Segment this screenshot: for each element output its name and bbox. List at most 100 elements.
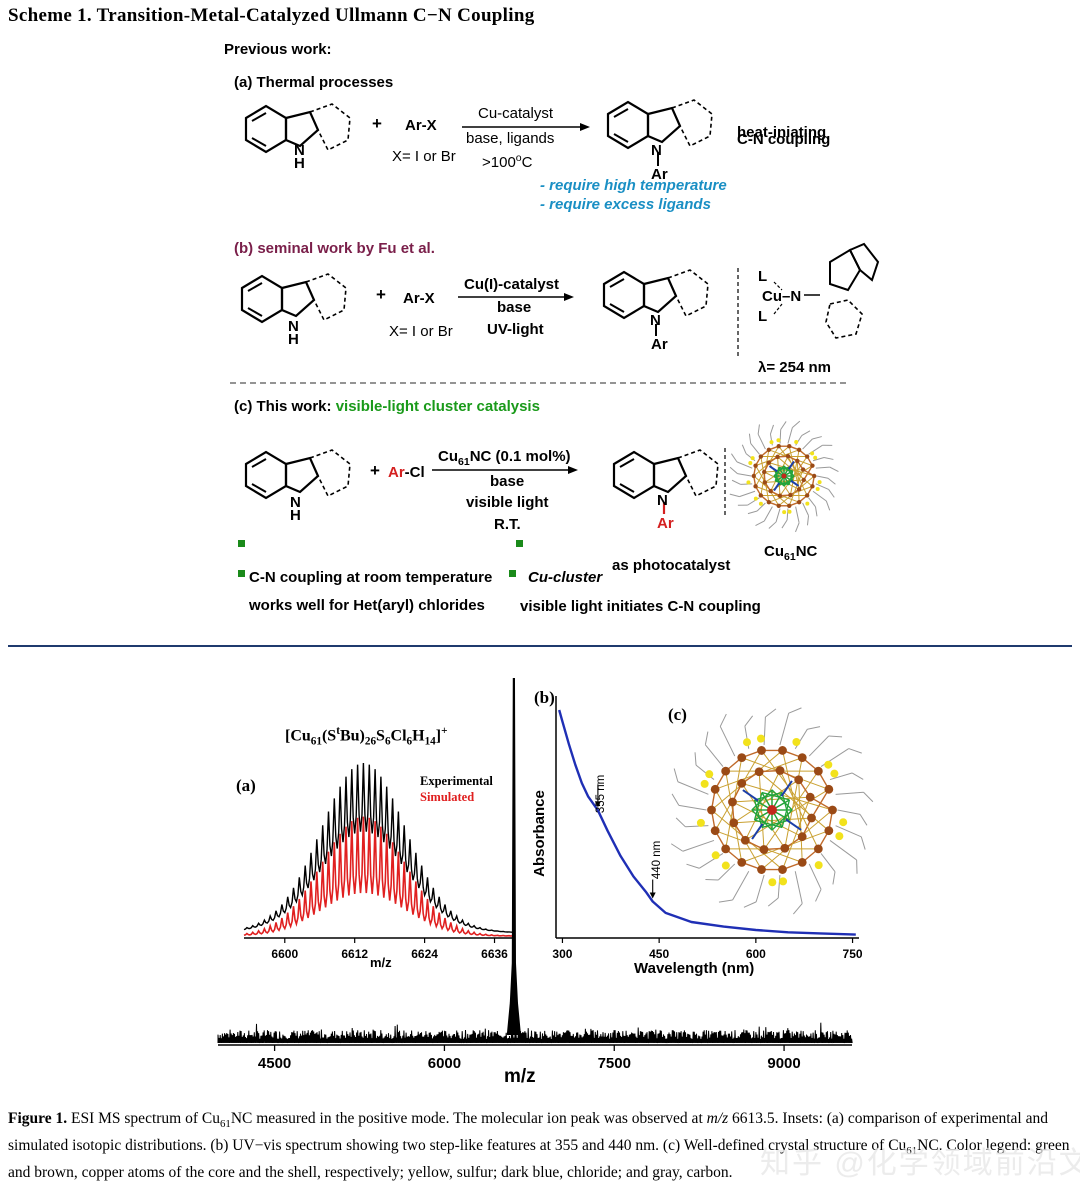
- scheme-cluster-sulfur-atom: [815, 487, 820, 492]
- isotope-inset-group: 6600 6612 6624 6636: [243, 762, 513, 961]
- figure-cluster-carbon-bond: [705, 878, 719, 881]
- section-b-label: (b) seminal work by Fu et al.: [234, 240, 435, 257]
- ligand-cu: Cu–N: [762, 288, 802, 305]
- watermark: 知乎 @化学领域前沿文献: [760, 1147, 1080, 1180]
- carbazole-c-reactant: [244, 449, 351, 500]
- section-divider-dashed: [230, 382, 846, 384]
- scheme-cluster-cu-shell-atom: [758, 493, 764, 498]
- figure-cluster-core-bond: [761, 791, 790, 801]
- figure-cluster-sulfur-atom: [839, 818, 848, 827]
- section-c-label: (c) This work: visible-light cluster cat…: [234, 398, 540, 415]
- scheme-cluster-carbon-bond: [769, 424, 774, 435]
- figure-cluster-carbon-bond: [694, 752, 697, 766]
- uv-xlabel: Wavelength (nm): [634, 960, 755, 977]
- caption: Figure 1. ESI MS spectrum of Cu61NC meas…: [8, 1110, 1070, 1182]
- note-right-a-2: C-N coupling: [737, 131, 831, 148]
- scheme-cluster-atoms: [746, 438, 822, 515]
- figure-cluster-cu-shell-atom: [737, 857, 747, 867]
- scheme-cluster-carbon-bond: [729, 493, 740, 498]
- figure-cluster-sulfur-atom: [742, 738, 751, 747]
- scheme-cluster-carbon-bond: [747, 510, 758, 515]
- carbazole-c-product: [612, 449, 719, 514]
- figure-cluster-carbon-bond: [792, 903, 803, 915]
- ar-label-a: Ar: [651, 166, 668, 183]
- scheme-cluster-carbon-bond: [823, 456, 834, 460]
- figure-cluster-carbon-bond: [820, 853, 836, 873]
- figure-cluster-cu-shell-atom: [797, 753, 807, 763]
- scheme-cluster-carbon-bond: [739, 490, 756, 498]
- figure-cluster-carbon-bond: [835, 791, 864, 795]
- figure-cluster-core-bond: [771, 809, 793, 831]
- legend-experimental: Experimental: [420, 774, 493, 788]
- figure-cluster-chloride-bond: [785, 818, 802, 831]
- figure-cluster-carbon-bond: [851, 772, 864, 780]
- divider-b-vertical: [737, 268, 739, 356]
- bullet-marker-1: [238, 570, 245, 577]
- figure-cluster-cu-shell-atom: [737, 778, 747, 788]
- scheme-cluster-cu-shell-atom: [796, 447, 802, 453]
- cond-b-2: base: [497, 299, 532, 316]
- figure-cluster-sulfur-atom: [792, 738, 801, 747]
- figure-cluster-cu-shell-atom: [737, 753, 747, 763]
- scheme-cluster-cu-s-bond: [788, 469, 804, 506]
- figure-cluster-carbon-bond: [677, 781, 709, 795]
- scheme-cluster-carbon-bond: [748, 433, 752, 444]
- note-a-1: - require high temperature: [540, 177, 727, 194]
- scheme-cluster-cu-shell-atom: [796, 499, 802, 505]
- uv-arrowhead-355: [594, 801, 601, 808]
- figure-cluster-cu-s-bond: [779, 770, 819, 850]
- scheme-cluster-carbon-bond: [812, 457, 825, 462]
- figure-cluster-core-bond: [751, 809, 773, 831]
- figure-cluster-cu-s-bond: [741, 782, 833, 811]
- figure-cluster-sulfur-atom: [696, 818, 705, 827]
- scheme-cluster-cu-shell-atom: [776, 503, 781, 508]
- figure-cluster-carbon-bond: [755, 874, 765, 903]
- scheme-cluster-carbon-bond: [795, 522, 800, 533]
- scheme-cluster-chloride-bond: [773, 482, 781, 492]
- ligand-l1: L: [758, 268, 768, 285]
- figure-cluster-cu-shell-atom: [757, 746, 766, 755]
- figure-cluster-cu-shell-atom: [759, 845, 769, 854]
- figure-cluster-sulfur-atom: [835, 832, 844, 841]
- figure-cluster-cu-s-bond: [758, 771, 830, 832]
- scheme-cluster-carbon-bond: [828, 489, 835, 498]
- scheme-cluster-cu-shell-atom: [776, 444, 781, 449]
- scheme-cluster-center-atom: [781, 473, 787, 479]
- main-x-tick-label: 9000: [767, 1055, 800, 1072]
- scheme-figure-separator: [8, 645, 1072, 647]
- scheme-cluster-carbon-bond: [806, 515, 810, 526]
- carbazole-a-reactant: [244, 103, 351, 154]
- scheme-cluster-carbon-bond: [816, 475, 829, 479]
- scheme-cluster-carbon-bond: [815, 483, 829, 490]
- uv-annot-440: 440 nm: [651, 840, 664, 880]
- figure-cluster-cu-shell-atom: [721, 844, 731, 854]
- scheme-cluster-carbon-bond: [730, 453, 738, 463]
- scheme-cluster-sulfur-atom: [776, 438, 781, 443]
- cond-c-2: base: [490, 473, 525, 490]
- ar-label-c: Ar: [657, 515, 674, 532]
- bullet2-line2: visible light initiates C-N coupling: [520, 598, 761, 615]
- figure-cluster-cu-shell-atom: [828, 805, 837, 815]
- figure-cluster-cu-shell-atom: [754, 767, 764, 777]
- legend-simulated: Simulated: [420, 790, 475, 804]
- inset-a-x-tick-label: 6612: [341, 947, 368, 961]
- scheme-cluster-carbon-bond: [802, 502, 809, 516]
- figure-cluster-cu-shell-atom: [707, 805, 716, 815]
- uv-x-tick-label: 450: [649, 947, 669, 961]
- scheme-cluster-carbon-bond: [829, 466, 839, 472]
- figure-cluster-cu-s-bond: [798, 779, 803, 863]
- scheme-cluster-cu-shell-atom: [804, 454, 810, 459]
- figure-cluster-carbon-bond: [675, 817, 686, 828]
- figure-cluster-sulfur-atom: [721, 861, 730, 870]
- scheme-cluster-cu-shell-atom: [762, 469, 767, 475]
- figure-cluster-cu-s-bond: [782, 797, 811, 870]
- figure-cluster-core-bond: [751, 789, 773, 811]
- figure-cluster-core-bond: [761, 819, 790, 829]
- cond-c-1: Cu61NC (0.1 mol%): [438, 448, 571, 468]
- figure-cluster-cu-shell-atom: [729, 818, 739, 828]
- scheme-cluster-carbon-bond: [787, 427, 793, 444]
- scheme-cluster-sulfur-atom: [748, 460, 753, 465]
- figure-cluster-cu-shell-atom: [775, 766, 785, 775]
- uv-x-tick-label: 600: [746, 947, 766, 961]
